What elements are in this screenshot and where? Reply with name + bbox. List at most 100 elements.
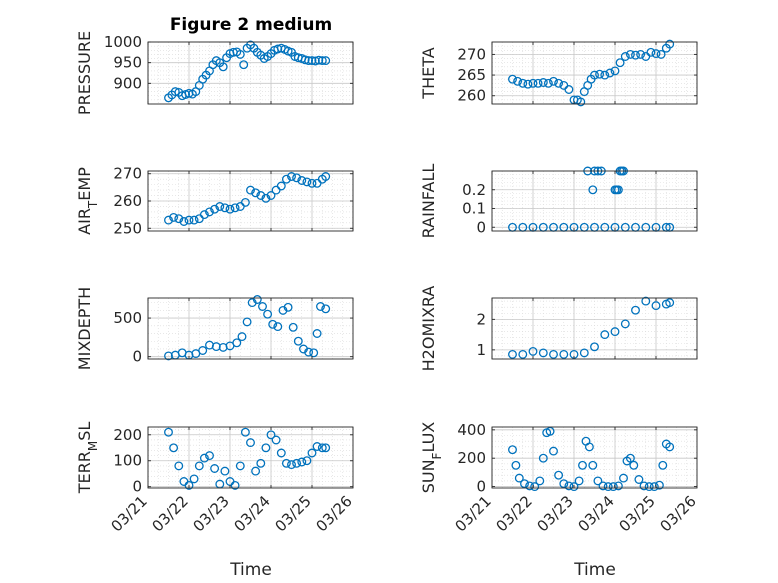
data-point (665, 298, 675, 308)
data-point (235, 461, 245, 471)
data-point (266, 430, 276, 440)
y-tick-label: 0.2 (462, 181, 486, 199)
data-point (554, 78, 564, 88)
y-tick-label: 100 (113, 452, 142, 470)
data-point (304, 56, 314, 66)
x-tick-label: 03/22 (149, 492, 192, 535)
data-point (252, 295, 262, 304)
data-point (656, 49, 666, 59)
data-point (535, 476, 545, 486)
subplot-8: 0 200 400 SUNFLUX 03/2103/2203/2303/2403/250… (419, 421, 700, 536)
data-point (251, 466, 261, 476)
data-point (523, 79, 533, 89)
data-point (256, 458, 266, 468)
data-point (297, 176, 307, 185)
data-point (287, 172, 296, 181)
data-point (205, 451, 214, 461)
data-point (281, 458, 291, 468)
data-point (588, 460, 598, 470)
x-tick-label: 03/26 (313, 492, 356, 535)
data-point (619, 473, 628, 483)
data-point (317, 56, 327, 66)
figure-title: Figure 2 medium (170, 15, 332, 35)
x-axis-label-left: Time (229, 560, 272, 580)
axes-box (147, 41, 354, 105)
data-point (593, 476, 603, 486)
data-point (189, 215, 199, 225)
data-point (629, 460, 639, 470)
data-point (528, 346, 538, 356)
y-axis-label: TERRMSL (75, 422, 100, 495)
axes-box (491, 297, 698, 360)
data-point (309, 348, 319, 358)
data-point (513, 76, 523, 86)
y-axis-label: H2OMIXRA (419, 286, 438, 372)
data-point (314, 55, 324, 65)
y-axis-label: SUNFLUX (419, 422, 444, 494)
data-point (564, 481, 574, 491)
data-point (564, 85, 574, 94)
y-tick-label: 1000 (104, 33, 142, 51)
data-point (312, 329, 322, 338)
data-point (210, 464, 220, 473)
data-point (665, 39, 675, 49)
data-point (240, 427, 250, 437)
data-point (321, 56, 331, 66)
y-tick-label: 1 (476, 341, 486, 359)
data-point (533, 78, 543, 88)
data-point (261, 443, 271, 453)
data-point (312, 178, 322, 188)
data-point (590, 70, 599, 80)
data-point (631, 305, 640, 315)
data-point (508, 74, 517, 84)
data-point (307, 448, 317, 458)
data-point (251, 188, 261, 198)
data-point (215, 202, 225, 211)
x-tick-label: 03/25 (616, 492, 659, 535)
data-point (276, 448, 286, 458)
data-point (528, 78, 538, 88)
data-point (610, 66, 620, 76)
data-point (235, 49, 245, 59)
data-point (644, 482, 654, 492)
data-point (263, 309, 273, 319)
axes-box (491, 170, 698, 232)
data-point (538, 78, 548, 87)
subplot-6: 1 2 H2OMIXRA (419, 286, 698, 372)
x-tick-label: 03/22 (493, 492, 536, 535)
data-point (169, 443, 179, 453)
data-point (620, 319, 630, 329)
data-point (310, 56, 320, 66)
data-point (302, 177, 312, 187)
data-point (281, 174, 291, 184)
y-axis-label: THETA (419, 47, 438, 99)
data-point (545, 426, 555, 436)
y-tick-label: 250 (113, 219, 142, 237)
y-axis-label: PRESSURE (75, 31, 94, 115)
data-point (304, 347, 314, 357)
data-point (266, 191, 276, 200)
data-point (239, 60, 249, 70)
y-tick-label: 0 (476, 478, 486, 496)
data-point (639, 481, 649, 491)
y-tick-label: 260 (457, 87, 486, 105)
data-point (600, 70, 610, 80)
data-point (169, 212, 179, 222)
y-tick-label: 200 (457, 449, 486, 467)
data-point (184, 480, 194, 490)
data-point (579, 348, 589, 358)
data-point (588, 185, 598, 195)
axes-box (491, 426, 698, 489)
data-point (220, 203, 230, 213)
x-tick-label: 03/25 (272, 492, 315, 535)
data-point (164, 351, 173, 361)
data-point (258, 302, 267, 311)
data-point (230, 480, 240, 490)
data-point (242, 317, 252, 327)
data-point (316, 302, 325, 311)
data-point (317, 443, 327, 453)
data-point (530, 482, 540, 492)
y-tick-label: 265 (457, 66, 486, 84)
data-point (658, 460, 668, 470)
